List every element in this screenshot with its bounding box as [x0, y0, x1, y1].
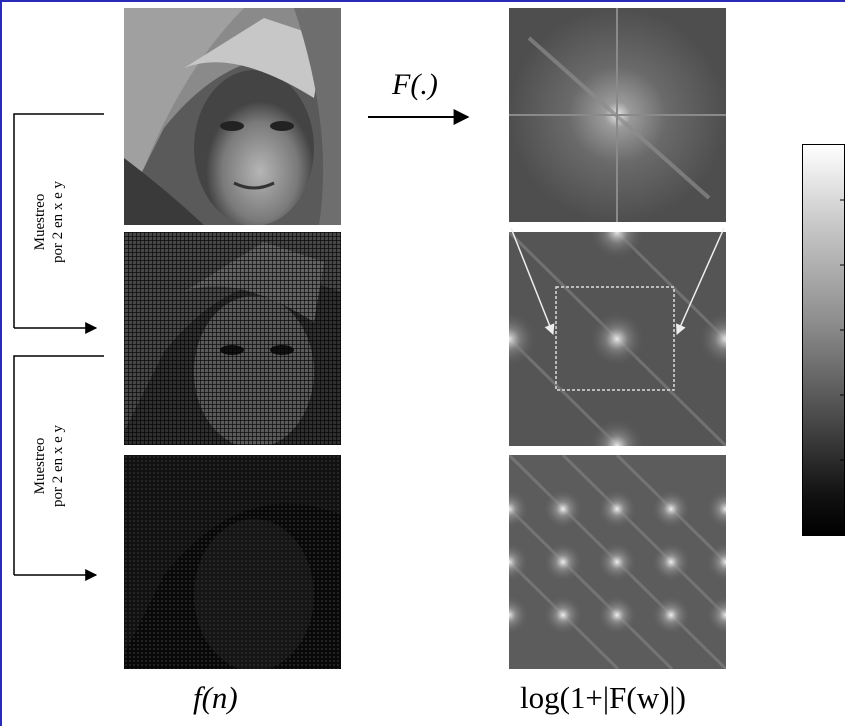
caption-image: f(n): [193, 680, 238, 715]
spectrum-subsampled-4: [509, 455, 726, 669]
spectrum-original: [509, 8, 726, 222]
image-original: [124, 8, 341, 225]
bracket-2: [13, 355, 104, 575]
zoom-box: [555, 286, 675, 391]
spectrum-subsampled-2: [509, 232, 726, 446]
bracket-1: [13, 113, 104, 328]
caption-spectrum: log(1+|F(w)|): [520, 680, 686, 715]
fourier-operator: F(.): [392, 68, 438, 101]
image-subsampled-2: [124, 232, 341, 445]
image-subsampled-4: [124, 455, 341, 669]
